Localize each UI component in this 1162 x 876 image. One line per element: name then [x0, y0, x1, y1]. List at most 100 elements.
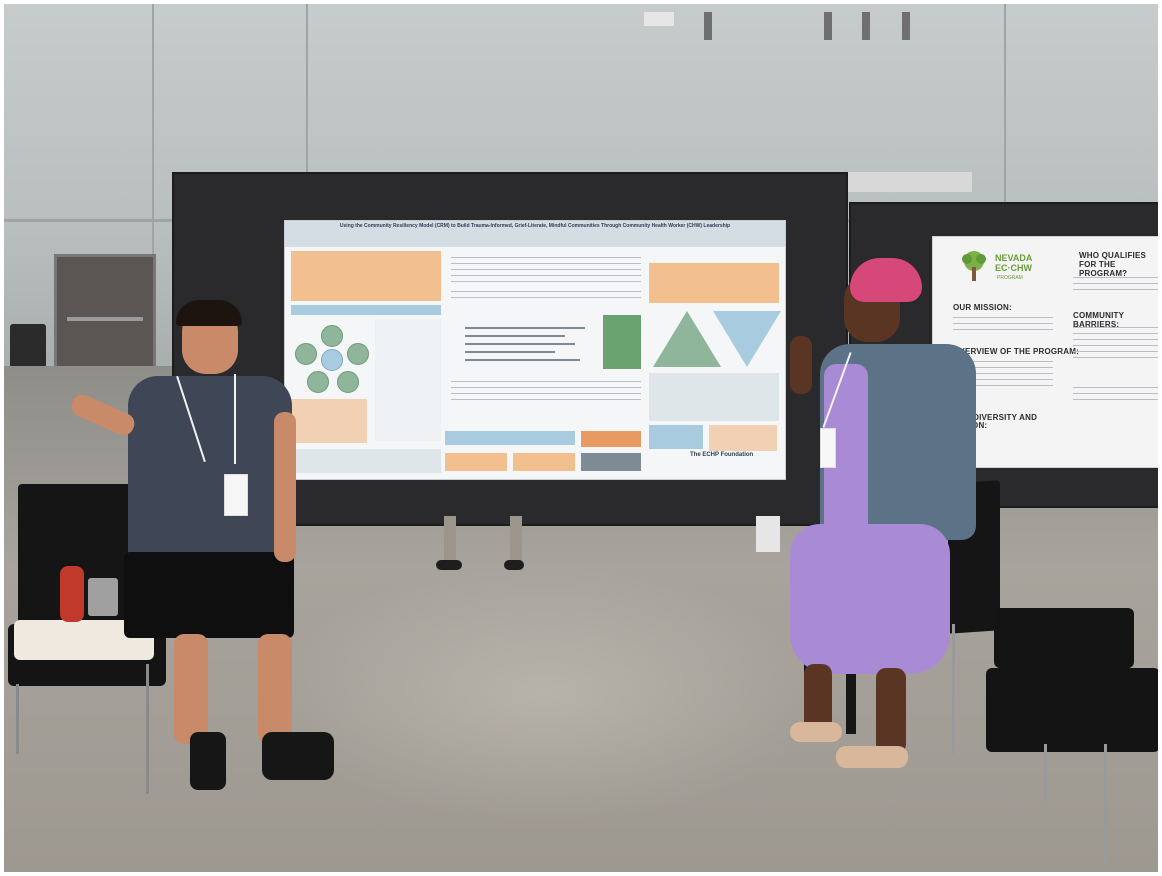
poster-grey-box: [581, 453, 641, 471]
org-name-line2: EC·CHW: [995, 263, 1032, 273]
foundation-logo: The ECHP Foundation: [690, 452, 754, 458]
ceiling-fixture: [704, 12, 712, 40]
poster-section-header: [291, 305, 441, 315]
person-left-skirt: [124, 552, 294, 638]
person-left-hair: [176, 300, 242, 326]
door: [54, 254, 156, 372]
model-circle: [321, 325, 343, 347]
text-line: [953, 361, 1053, 362]
chart-bar: [465, 343, 575, 345]
background-person-shoe: [504, 560, 524, 570]
text-line: [953, 317, 1053, 318]
pyramid-graphic: [653, 311, 721, 367]
poster-tan-box: [513, 453, 575, 471]
purple-jumpsuit: [790, 524, 950, 674]
text-line: [953, 367, 1053, 368]
water-bottle: [60, 566, 84, 622]
chair-leg: [952, 624, 955, 754]
text-line: [1073, 357, 1158, 358]
poster-blue-box: [445, 431, 575, 445]
text-line: [953, 379, 1053, 380]
text-line: [1073, 393, 1158, 394]
chair-leg: [1044, 744, 1047, 804]
person-left-leg: [174, 634, 208, 744]
person-left-arm: [274, 412, 296, 562]
text-line: [953, 329, 1053, 330]
model-circle: [347, 343, 369, 365]
text-line: [451, 297, 641, 298]
text-line: [1073, 399, 1158, 400]
who-qualifies-heading: WHO QUALIFIES FOR THE PROGRAM?: [1079, 251, 1147, 278]
person-left-boot: [262, 732, 334, 780]
poster-section-discussion: [649, 373, 779, 421]
text-line: [1073, 351, 1158, 352]
poster-header: Using the Community Resiliency Model (CR…: [285, 221, 785, 247]
clear-cup: [88, 578, 118, 616]
poster-section-references: [709, 425, 777, 451]
poster-green-box: [603, 315, 641, 369]
background-person-leg: [756, 516, 780, 552]
text-line: [451, 381, 641, 382]
person-right-shoe: [790, 722, 842, 742]
chair-leg: [1104, 744, 1107, 864]
person-left-boot: [190, 732, 226, 790]
mission-heading: OUR MISSION:: [953, 303, 1012, 312]
inverted-pyramid-graphic: [713, 311, 781, 367]
text-line: [451, 275, 641, 276]
lanyard: [234, 374, 236, 464]
poster-section-intro: [291, 251, 441, 301]
ceiling-fixture: [902, 12, 910, 40]
text-line: [451, 257, 641, 258]
text-line: [1073, 277, 1158, 278]
text-line: [1073, 283, 1158, 284]
text-line: [451, 263, 641, 264]
poster-text-column: [375, 319, 441, 441]
text-line: [451, 399, 641, 400]
text-line: [1073, 327, 1158, 328]
text-line: [1073, 345, 1158, 346]
text-line: [451, 269, 641, 270]
model-circle: [295, 343, 317, 365]
person-right-arm: [790, 336, 812, 394]
wall-seam: [152, 4, 154, 364]
name-badge: [820, 428, 836, 468]
text-line: [1073, 387, 1158, 388]
model-circle: [307, 371, 329, 393]
text-line: [953, 385, 1053, 386]
wall-seam: [1004, 4, 1006, 364]
text-line: [1073, 289, 1158, 290]
model-circle: [337, 371, 359, 393]
text-line: [451, 281, 641, 282]
ceiling-fixture: [824, 12, 832, 40]
poster-title: Using the Community Resiliency Model (CR…: [339, 223, 731, 229]
research-poster: Using the Community Resiliency Model (CR…: [284, 220, 786, 480]
equity-heading: ETY, DIVERSITY AND: [953, 413, 1038, 422]
photo: Using the Community Resiliency Model (CR…: [4, 4, 1158, 872]
poster-section-note: [291, 399, 367, 443]
poster-section-text: [291, 449, 441, 473]
overview-heading: OVERVIEW OF THE PROGRAM:: [953, 347, 1079, 356]
chart-bar: [465, 327, 585, 329]
poster-section-results: [649, 263, 779, 303]
background-person-leg: [510, 516, 522, 566]
door-push-bar: [67, 317, 143, 321]
chair-leg: [16, 684, 19, 754]
person-right-leg: [876, 668, 906, 754]
ceiling-fixture: [862, 12, 870, 40]
text-line: [451, 387, 641, 388]
text-line: [953, 323, 1053, 324]
poster-tan-box: [445, 453, 507, 471]
model-circle-center: [321, 349, 343, 371]
chair-right-seat: [994, 608, 1134, 668]
floor-reflection: [264, 564, 824, 824]
chair-leg: [146, 664, 149, 794]
text-line: [451, 393, 641, 394]
chart-bar: [465, 351, 555, 353]
head-wrap: [850, 258, 922, 302]
text-line: [1073, 333, 1158, 334]
text-line: [953, 373, 1053, 374]
ceiling-light: [644, 12, 674, 26]
text-line: [451, 291, 641, 292]
poster-section-blue: [649, 425, 703, 449]
name-badge: [224, 474, 248, 516]
